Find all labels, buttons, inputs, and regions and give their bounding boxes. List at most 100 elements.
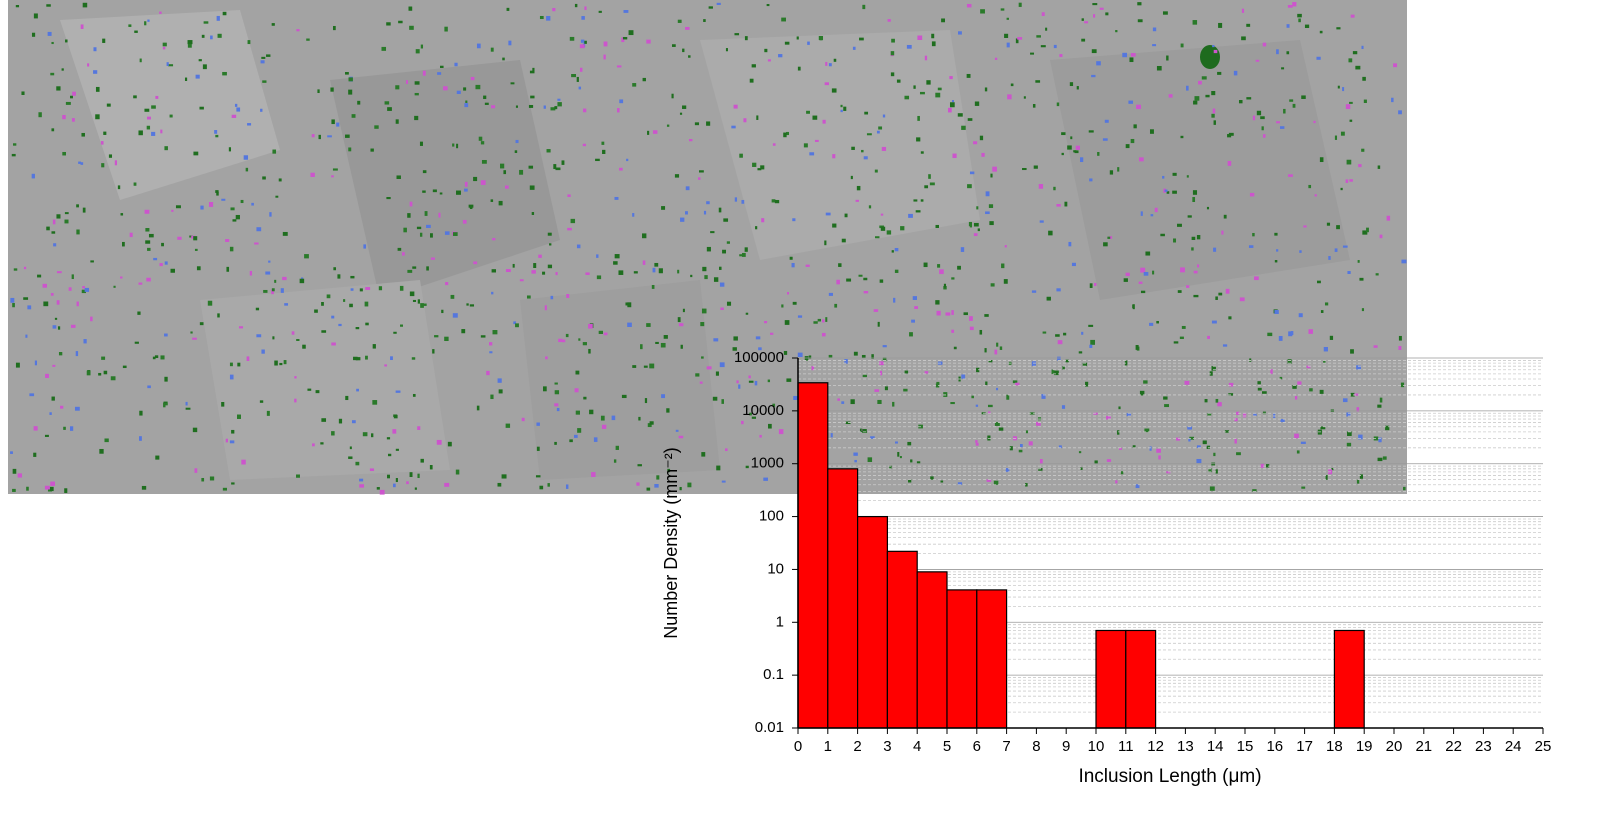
inclusion-dot	[786, 292, 790, 295]
inclusion-dot	[528, 104, 534, 108]
inclusion-dot	[384, 364, 388, 367]
inclusion-dot	[844, 213, 848, 218]
histogram-bar	[856, 515, 888, 729]
inclusion-dot	[1317, 280, 1321, 284]
inclusion-dot	[1000, 8, 1005, 11]
inclusion-dot	[470, 76, 475, 81]
inclusion-dot	[11, 153, 16, 157]
inclusion-dot	[371, 433, 374, 438]
inclusion-dot	[229, 246, 234, 252]
inclusion-dot	[613, 459, 617, 463]
inclusion-dot	[519, 279, 524, 282]
inclusion-dot	[42, 283, 47, 288]
inclusion-dot	[348, 147, 352, 152]
inclusion-dot	[943, 286, 947, 290]
inclusion-dot	[546, 149, 551, 153]
inclusion-dot	[481, 159, 487, 164]
inclusion-dot	[1386, 215, 1391, 221]
inclusion-dot	[722, 249, 727, 254]
inclusion-dot	[830, 433, 833, 438]
inclusion-dot	[475, 84, 481, 90]
inclusion-dot	[25, 334, 28, 338]
inclusion-dot	[230, 207, 235, 211]
inclusion-dot	[1125, 144, 1130, 149]
inclusion-dot	[567, 194, 571, 197]
inclusion-dot	[1308, 184, 1312, 189]
inclusion-dot	[1320, 310, 1324, 313]
inclusion-dot	[251, 202, 254, 206]
inclusion-dot	[1152, 270, 1155, 275]
inclusion-dot	[1287, 174, 1293, 177]
inclusion-dot	[562, 339, 566, 343]
inclusion-dot	[314, 309, 318, 313]
inclusion-dot	[1117, 167, 1120, 172]
inclusion-dot	[529, 70, 535, 74]
inclusion-dot	[1207, 413, 1212, 416]
inclusion-dot	[793, 395, 798, 400]
x-tick-label: 16	[1266, 738, 1283, 755]
inclusion-dot	[1015, 38, 1019, 44]
inclusion-dot	[164, 261, 168, 265]
inclusion-dot	[1106, 459, 1112, 462]
inclusion-dot	[910, 459, 913, 463]
inclusion-dot	[980, 9, 985, 14]
inclusion-dot	[988, 360, 993, 363]
inclusion-dot	[1180, 135, 1184, 139]
inclusion-dot	[463, 87, 467, 91]
inclusion-dot	[920, 199, 924, 202]
inclusion-dot	[1065, 359, 1069, 363]
inclusion-dot	[615, 445, 619, 450]
inclusion-dot	[278, 178, 282, 182]
inclusion-dot	[642, 77, 646, 82]
inclusion-dot	[76, 301, 79, 307]
inclusion-dot	[687, 482, 692, 488]
inclusion-dot	[1186, 285, 1190, 288]
y-tick-label: 0.01	[755, 719, 784, 736]
inclusion-dot	[863, 277, 868, 281]
inclusion-dot	[236, 107, 241, 112]
inclusion-dot	[870, 436, 875, 439]
inclusion-dot	[1336, 225, 1340, 230]
inclusion-dot	[1366, 227, 1369, 233]
inclusion-dot	[1019, 444, 1023, 448]
inclusion-dot	[407, 213, 411, 218]
inclusion-dot	[603, 54, 606, 60]
inclusion-dot	[547, 232, 552, 236]
inclusion-dot	[1132, 304, 1135, 309]
inclusion-dot	[1081, 18, 1084, 21]
x-tick-label: 21	[1415, 738, 1432, 755]
histogram-bar	[916, 571, 948, 729]
inclusion-dot	[1211, 320, 1217, 324]
inclusion-dot	[949, 76, 953, 80]
inclusion-dot	[422, 170, 427, 174]
inclusion-dot	[108, 154, 113, 158]
inclusion-dot	[12, 488, 16, 492]
inclusion-dot	[282, 231, 288, 236]
inclusion-dot	[602, 149, 606, 154]
inclusion-dot	[1228, 393, 1234, 396]
inclusion-dot	[372, 344, 376, 349]
inclusion-dot	[1071, 262, 1076, 267]
inclusion-dot	[1194, 96, 1200, 101]
inclusion-dot	[646, 39, 651, 44]
inclusion-dot	[444, 231, 450, 235]
inclusion-dot	[506, 7, 510, 11]
x-tick-label: 23	[1475, 738, 1492, 755]
inclusion-dot	[763, 477, 768, 481]
inclusion-dot	[412, 393, 416, 397]
inclusion-dot	[887, 19, 891, 22]
inclusion-dot	[456, 90, 461, 94]
inclusion-dot	[652, 130, 658, 134]
inclusion-dot	[1091, 49, 1097, 54]
inclusion-dot	[355, 461, 360, 466]
inclusion-dot	[163, 402, 168, 406]
inclusion-dot	[923, 262, 928, 268]
inclusion-dot	[1292, 103, 1296, 108]
inclusion-dot	[1046, 296, 1051, 301]
inclusion-dot	[491, 269, 497, 273]
inclusion-dot	[783, 350, 788, 355]
inclusion-dot	[841, 238, 846, 243]
inclusion-dot	[291, 331, 295, 335]
inclusion-dot	[321, 302, 324, 306]
inclusion-dot	[1398, 110, 1402, 115]
